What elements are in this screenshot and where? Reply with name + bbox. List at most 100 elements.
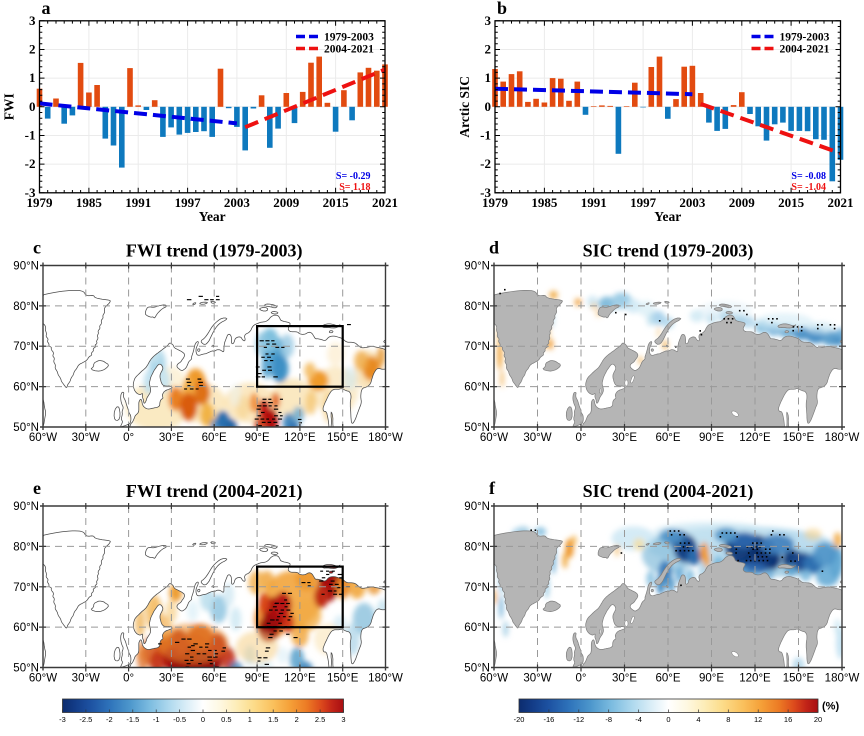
svg-text:Year: Year <box>199 209 226 224</box>
svg-text:50°N: 50°N <box>464 663 490 675</box>
svg-text:60°W: 60°W <box>480 673 508 685</box>
svg-text:1979: 1979 <box>482 195 509 210</box>
svg-text:50°N: 50°N <box>13 663 39 675</box>
svg-text:1: 1 <box>248 715 252 724</box>
svg-text:-1: -1 <box>153 715 160 724</box>
svg-text:60°N: 60°N <box>464 622 490 634</box>
svg-text:S= -1.04: S= -1.04 <box>791 182 826 193</box>
svg-text:-1: -1 <box>25 128 36 143</box>
svg-text:3: 3 <box>341 715 345 724</box>
svg-text:90°E: 90°E <box>699 432 724 444</box>
svg-text:1979-2003: 1979-2003 <box>780 32 830 44</box>
svg-text:S= -0.29: S= -0.29 <box>336 171 371 182</box>
svg-text:FWI: FWI <box>2 93 17 120</box>
svg-text:70°N: 70°N <box>13 582 39 594</box>
svg-text:-1.5: -1.5 <box>126 715 139 724</box>
svg-text:1979-2003: 1979-2003 <box>324 32 374 44</box>
svg-text:0°: 0° <box>123 673 134 685</box>
svg-text:-2.5: -2.5 <box>79 715 92 724</box>
svg-text:80°N: 80°N <box>13 301 39 313</box>
svg-text:50°N: 50°N <box>464 422 490 434</box>
svg-text:0°: 0° <box>123 432 134 444</box>
svg-text:16: 16 <box>784 715 792 724</box>
svg-text:1979: 1979 <box>27 195 54 210</box>
svg-text:1985: 1985 <box>531 195 558 210</box>
svg-text:150°E: 150°E <box>327 673 359 685</box>
svg-text:2.5: 2.5 <box>315 715 325 724</box>
svg-text:(%): (%) <box>822 701 839 713</box>
svg-text:2003: 2003 <box>679 195 706 210</box>
svg-text:-2: -2 <box>106 715 113 724</box>
svg-text:-20: -20 <box>514 715 525 724</box>
svg-text:60°E: 60°E <box>655 432 680 444</box>
svg-text:20: 20 <box>814 715 822 724</box>
svg-text:180°W: 180°W <box>368 673 403 685</box>
svg-text:d: d <box>489 238 499 258</box>
svg-text:-8: -8 <box>605 715 612 724</box>
svg-text:30°W: 30°W <box>72 432 100 444</box>
svg-text:0: 0 <box>485 99 492 114</box>
svg-text:30°W: 30°W <box>72 673 100 685</box>
svg-text:60°N: 60°N <box>13 622 39 634</box>
svg-text:0.5: 0.5 <box>221 715 231 724</box>
svg-text:180°W: 180°W <box>368 432 403 444</box>
svg-text:a: a <box>42 0 51 18</box>
svg-text:S= 1.18: S= 1.18 <box>339 182 370 193</box>
svg-text:2: 2 <box>29 42 36 57</box>
svg-text:-16: -16 <box>543 715 554 724</box>
svg-text:-3: -3 <box>59 715 66 724</box>
svg-text:c: c <box>33 238 41 258</box>
svg-text:S= -0.08: S= -0.08 <box>791 171 826 182</box>
svg-text:60°N: 60°N <box>464 382 490 394</box>
svg-text:1.5: 1.5 <box>268 715 278 724</box>
svg-text:90°E: 90°E <box>699 673 724 685</box>
svg-text:90°N: 90°N <box>464 501 490 513</box>
svg-text:2003: 2003 <box>224 195 251 210</box>
svg-text:30°E: 30°E <box>612 432 637 444</box>
svg-text:90°E: 90°E <box>245 673 270 685</box>
svg-text:-12: -12 <box>573 715 584 724</box>
svg-text:90°E: 90°E <box>245 432 270 444</box>
svg-text:-1: -1 <box>480 128 491 143</box>
svg-text:-3: -3 <box>480 185 491 200</box>
svg-text:120°E: 120°E <box>284 673 316 685</box>
svg-text:30°W: 30°W <box>523 673 551 685</box>
svg-text:90°N: 90°N <box>13 261 39 273</box>
svg-text:1991: 1991 <box>581 195 607 210</box>
svg-text:2009: 2009 <box>729 195 756 210</box>
svg-text:0°: 0° <box>576 673 587 685</box>
svg-text:120°E: 120°E <box>284 432 316 444</box>
svg-text:3: 3 <box>29 13 36 28</box>
svg-text:2: 2 <box>485 42 492 57</box>
svg-text:-3: -3 <box>25 185 36 200</box>
svg-text:-4: -4 <box>635 715 642 724</box>
svg-text:60°W: 60°W <box>29 673 57 685</box>
svg-text:120°E: 120°E <box>739 673 771 685</box>
svg-text:1985: 1985 <box>76 195 103 210</box>
svg-text:SIC trend (2004-2021): SIC trend (2004-2021) <box>583 481 754 502</box>
svg-text:70°N: 70°N <box>464 582 490 594</box>
svg-text:-0.5: -0.5 <box>173 715 186 724</box>
svg-text:-2: -2 <box>480 156 491 171</box>
svg-text:90°N: 90°N <box>13 501 39 513</box>
svg-text:120°E: 120°E <box>739 432 771 444</box>
svg-text:30°W: 30°W <box>523 432 551 444</box>
svg-text:50°N: 50°N <box>13 422 39 434</box>
svg-text:0°: 0° <box>576 432 587 444</box>
svg-text:12: 12 <box>754 715 762 724</box>
svg-text:180°W: 180°W <box>825 673 860 685</box>
svg-text:0: 0 <box>29 99 36 114</box>
svg-text:2009: 2009 <box>273 195 300 210</box>
svg-text:e: e <box>33 478 41 498</box>
svg-text:2004-2021: 2004-2021 <box>780 44 830 56</box>
svg-text:SIC trend (1979-2003): SIC trend (1979-2003) <box>583 241 754 262</box>
svg-text:80°N: 80°N <box>464 541 490 553</box>
svg-text:30°E: 30°E <box>612 673 637 685</box>
svg-text:60°W: 60°W <box>29 432 57 444</box>
svg-text:2015: 2015 <box>778 195 805 210</box>
svg-text:30°E: 30°E <box>159 673 184 685</box>
svg-text:0: 0 <box>666 715 670 724</box>
svg-text:2: 2 <box>295 715 299 724</box>
svg-text:60°E: 60°E <box>655 673 680 685</box>
svg-text:1: 1 <box>485 70 492 85</box>
